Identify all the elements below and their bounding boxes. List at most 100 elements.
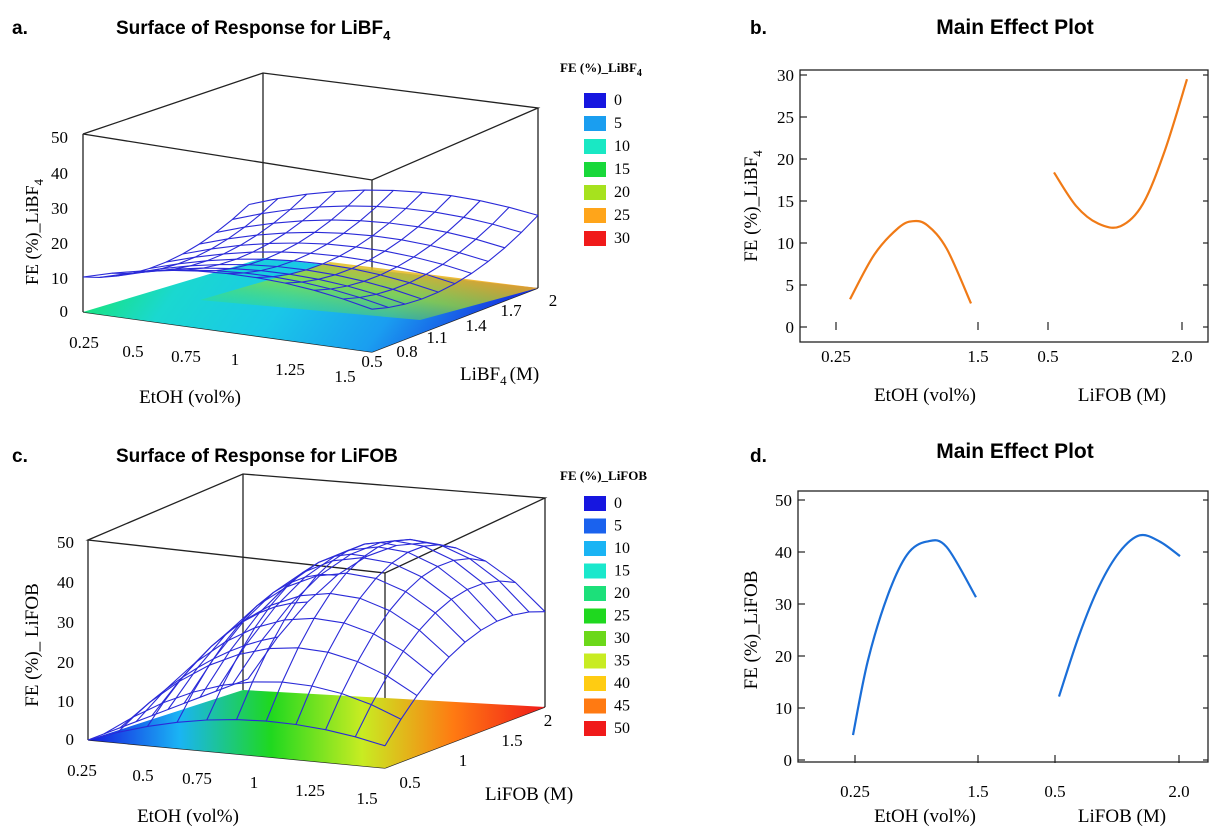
b-y-tick-label: 5	[786, 276, 795, 295]
panel-a-wire-line	[215, 219, 505, 249]
panel-a-legend-label: 5	[614, 115, 622, 132]
panel-a-legend: 0 5 10 15 20 25 30	[584, 92, 630, 247]
panel-c-legend-swatch	[584, 653, 606, 669]
d-y-tick-label: 10	[775, 699, 792, 718]
panel-a-x-label: EtOH (vol%)	[139, 387, 241, 408]
panel-a-z-tick: 50	[51, 128, 68, 147]
panel-c-wire-line	[215, 540, 514, 692]
panel-c-floor-map	[88, 690, 545, 768]
panel-d-x-tick: 0.5	[1044, 782, 1065, 801]
panel-a-x-tick: 1.25	[275, 360, 305, 379]
panel-c-y-label: LiFOB (M)	[485, 784, 573, 805]
panel-b-x-label-right: LiFOB (M)	[1078, 385, 1166, 406]
panel-c-y-tick: 2	[544, 711, 553, 730]
panel-a-legend-label: 25	[614, 207, 630, 224]
panel-c-z-tick: 10	[57, 692, 74, 711]
panel-c-wire-line	[247, 542, 546, 680]
panel-a-legend-swatch	[584, 231, 606, 246]
d-y-tick-label: 50	[775, 491, 792, 510]
b-y-tick-label: 10	[777, 234, 794, 253]
panel-d-x-tick: 1.5	[967, 782, 988, 801]
panel-c-legend-label: 10	[614, 540, 630, 557]
panel-c-legend-label: 30	[614, 630, 630, 647]
panel-a-z-tick: 0	[60, 302, 69, 321]
panel-a-wire-line	[256, 191, 423, 279]
panel-c-legend-label: 5	[614, 518, 622, 535]
panel-d-title: Main Effect Plot	[936, 440, 1094, 463]
d-y-tick-label: 20	[775, 647, 792, 666]
panel-c-wire-line	[167, 572, 466, 710]
panel-c-legend-swatch	[584, 721, 606, 736]
panel-c-wire-line	[231, 538, 530, 686]
panel-a-wire-line	[343, 206, 510, 300]
panel-b: b. Main Effect Plot 0 5 10 15 20 25 30 0.25 1.…	[741, 16, 1209, 406]
b-y-tick-label: 15	[777, 192, 794, 211]
panel-a-y-tick: 1.7	[500, 301, 522, 320]
panel-c-x-tick: 1.5	[356, 789, 377, 808]
panel-c-z-tick: 0	[66, 730, 75, 749]
panel-b-x-tick: 2.0	[1171, 347, 1192, 366]
d-y-tick-label: 30	[775, 595, 792, 614]
panel-a-y-tick: 0.8	[396, 342, 417, 361]
panel-d-x-label-right: LiFOB (M)	[1078, 806, 1166, 827]
panel-a-wire-line	[248, 189, 539, 216]
panel-c-wire-line	[354, 580, 516, 738]
panel-c-title: Surface of Response for LiFOB	[116, 446, 398, 467]
panel-d-y-label: FE (%)_LiFOB	[741, 571, 762, 690]
panel-a-legend-label: 15	[614, 161, 630, 178]
panel-c-legend: 0 5 10 15 20 25 30 35 40 45 50	[584, 495, 630, 737]
panel-c-legend-label: 50	[614, 720, 630, 737]
panel-a-wire-line	[314, 200, 481, 291]
d-y-tick-label: 0	[784, 751, 793, 770]
panel-c-legend-label: 25	[614, 608, 630, 625]
panel-b-axes: 0 5 10 15 20 25 30	[777, 66, 1208, 337]
panel-d-series	[851, 533, 1181, 736]
panel-b-x-tick: 1.5	[967, 347, 988, 366]
panel-b-title: Main Effect Plot	[936, 16, 1094, 39]
panel-a-wireframe	[82, 189, 539, 310]
panel-a-letter: a.	[12, 18, 28, 39]
panel-d-letter: d.	[750, 446, 767, 467]
panel-b-x-tick: 0.5	[1037, 347, 1058, 366]
panel-b-frame	[799, 69, 1209, 343]
b-y-tick-label: 0	[786, 318, 795, 337]
panel-a-x-tick: 0.5	[122, 342, 143, 361]
panel-b-y-label: FE (%)_LiBF4	[741, 150, 765, 262]
panel-c-legend-swatch	[584, 496, 606, 511]
panel-c-legend-swatch	[584, 563, 606, 579]
panel-b-series	[849, 78, 1189, 304]
panel-a-wire-line	[165, 251, 456, 285]
panel-c-x-tick: 1.25	[295, 781, 325, 800]
panel-a-z-tick: 40	[51, 164, 68, 183]
panel-a-wire-line	[285, 195, 452, 284]
panel-c-letter: c.	[12, 446, 28, 467]
panel-a-legend-swatch	[584, 208, 606, 223]
panel-c-wireframe	[87, 538, 546, 747]
panel-a-legend-label: 30	[614, 230, 630, 247]
panel-c-legend-swatch	[584, 586, 606, 601]
b-y-tick-label: 20	[777, 150, 794, 169]
panel-c-legend-swatch	[584, 676, 606, 691]
panel-c-wire-line	[384, 611, 546, 747]
panel-c: c. Surface of Response for LiFOB 50 40 3…	[12, 446, 647, 827]
panel-d-axes: 0 10 20 30 40 50	[775, 491, 1208, 770]
panel-c-z-tick: 50	[57, 533, 74, 552]
panel-a-legend-label: 10	[614, 138, 630, 155]
panel-a-z-tick: 10	[51, 269, 68, 288]
panel-c-legend-label: 35	[614, 653, 630, 670]
panel-b-x-tick: 0.25	[821, 347, 851, 366]
panel-d: d. Main Effect Plot 0 10 20 30 40 50 0.25 1.5…	[741, 440, 1209, 827]
panel-a-wire-line	[182, 242, 472, 274]
panel-d-x-tick: 2.0	[1168, 782, 1189, 801]
panel-a-x-tick: 0.25	[69, 333, 99, 352]
panel-c-z-tick: 40	[57, 573, 74, 592]
panel-c-legend-label: 45	[614, 698, 630, 715]
panel-a-legend-label: 20	[614, 184, 630, 201]
panel-c-x-tick: 0.75	[182, 769, 212, 788]
panel-a-y-tick: 0.5	[361, 352, 382, 371]
d-y-tick-label: 40	[775, 543, 792, 562]
panel-c-legend-label: 15	[614, 563, 630, 580]
panel-a-x-tick: 1.5	[334, 367, 355, 386]
b-y-tick-label: 30	[777, 66, 794, 85]
panel-d-x-tick: 0.25	[840, 782, 870, 801]
